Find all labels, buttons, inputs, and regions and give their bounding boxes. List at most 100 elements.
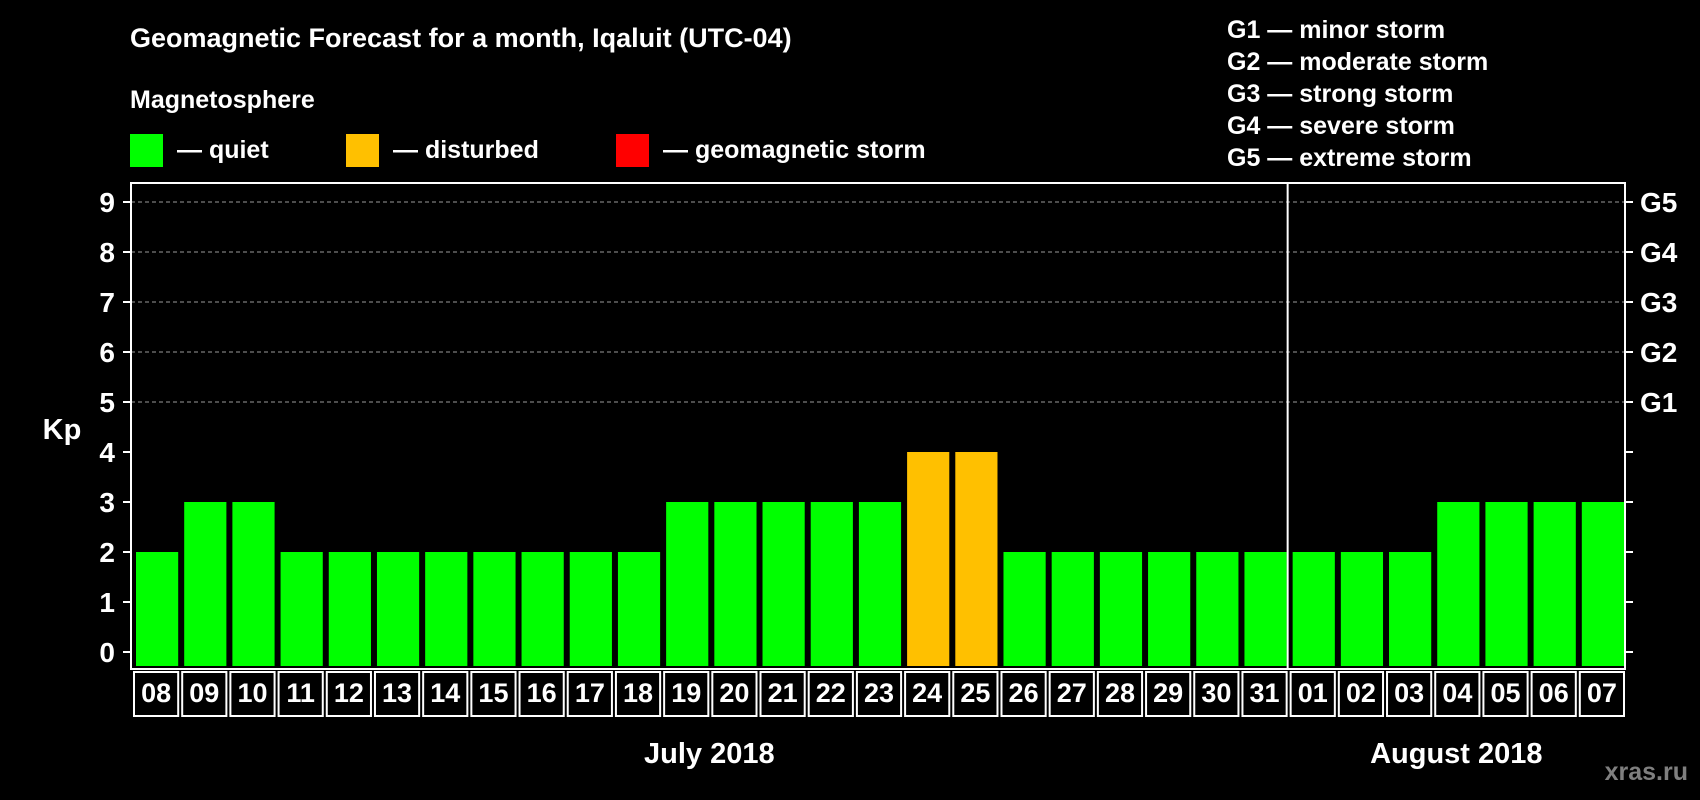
bar-20 <box>714 502 757 666</box>
date-box-28 <box>1096 671 1144 717</box>
bar-15 <box>473 552 516 666</box>
bar-30 <box>1196 552 1239 666</box>
bar-04 <box>1437 502 1480 666</box>
y-tick-label: 1 <box>99 587 115 618</box>
y-tick-label: 4 <box>99 437 115 468</box>
storm-scale-item-g5: G5 — extreme storm <box>1227 144 1472 172</box>
g-level-label-g5: G5 <box>1640 187 1677 218</box>
date-box-08 <box>133 671 180 717</box>
watermark: xras.ru <box>1605 758 1688 786</box>
legend: — quiet — disturbed — geomagnetic storm <box>130 134 926 167</box>
bar-17 <box>569 552 612 666</box>
date-label: 14 <box>430 678 460 708</box>
y-tick-label: 5 <box>99 387 115 418</box>
bar-12 <box>328 552 371 666</box>
date-box-04 <box>1434 671 1481 717</box>
storm-scale-item-g4: G4 — severe storm <box>1227 112 1455 140</box>
date-label: 12 <box>334 678 364 708</box>
date-box-18 <box>614 671 662 717</box>
legend-label-2: — geomagnetic storm <box>663 136 926 164</box>
bar-27 <box>1051 552 1094 666</box>
date-box-14 <box>422 671 469 717</box>
month-label: August 2018 <box>1370 738 1542 770</box>
bar-07 <box>1581 502 1624 666</box>
date-label: 06 <box>1539 678 1569 708</box>
date-box-27 <box>1048 671 1095 717</box>
date-box-30 <box>1193 671 1240 717</box>
date-label: 27 <box>1057 678 1087 708</box>
date-label: 21 <box>768 678 798 708</box>
date-box-16 <box>518 671 565 717</box>
date-label: 25 <box>960 678 990 708</box>
storm-scale-legend: G1 — minor storm G2 — moderate storm G3 — … <box>1227 16 1488 172</box>
y-tick-label: 0 <box>99 637 115 668</box>
bar-23 <box>858 502 902 666</box>
date-label: 05 <box>1490 678 1520 708</box>
g-level-label-g3: G3 <box>1640 287 1677 318</box>
bar-14 <box>425 552 468 666</box>
date-box-15 <box>470 671 517 717</box>
date-label: 24 <box>912 678 942 708</box>
month-label: July 2018 <box>644 738 775 770</box>
bar-06 <box>1533 502 1576 666</box>
date-box-24 <box>904 671 951 717</box>
date-label: 10 <box>237 678 267 708</box>
g-level-label-g2: G2 <box>1640 337 1677 368</box>
bar-31 <box>1244 552 1287 666</box>
date-box-07 <box>1578 671 1625 717</box>
y-tick-label: 7 <box>99 287 115 318</box>
date-label: 15 <box>478 678 508 708</box>
date-label: 28 <box>1105 678 1135 708</box>
bar-22 <box>810 502 853 666</box>
bar-24 <box>907 452 950 666</box>
date-box-26 <box>1000 671 1047 717</box>
date-box-22 <box>807 671 854 717</box>
bar-21 <box>762 502 805 666</box>
date-box-13 <box>373 671 421 717</box>
date-box-11 <box>277 671 324 717</box>
storm-scale-item-g1: G1 — minor storm <box>1227 16 1445 44</box>
date-label: 22 <box>816 678 846 708</box>
plot-frame <box>130 182 1626 670</box>
bar-11 <box>280 552 323 666</box>
date-label: 20 <box>719 678 749 708</box>
date-box-12 <box>325 671 372 717</box>
date-label: 08 <box>141 678 171 708</box>
y-tick-label: 9 <box>99 187 115 218</box>
date-box-31 <box>1241 671 1288 717</box>
date-label: 02 <box>1346 678 1376 708</box>
g-level-label-g4: G4 <box>1640 237 1678 268</box>
chart-title: Geomagnetic Forecast for a month, Iqalui… <box>130 23 792 53</box>
date-box-09 <box>181 671 228 717</box>
date-label: 07 <box>1587 678 1617 708</box>
storm-scale-item-g3: G3 — strong storm <box>1227 80 1453 108</box>
legend-swatch-1 <box>346 134 379 167</box>
date-box-02 <box>1337 671 1385 717</box>
y-tick-label: 6 <box>99 337 115 368</box>
legend-label-1: — disturbed <box>393 136 539 164</box>
date-box-05 <box>1482 671 1529 717</box>
date-label: 04 <box>1442 678 1472 708</box>
date-label: 01 <box>1298 678 1328 708</box>
bar-13 <box>376 552 420 666</box>
date-box-17 <box>566 671 613 717</box>
date-label: 09 <box>189 678 219 708</box>
legend-title: Magnetosphere <box>130 86 315 114</box>
date-label: 11 <box>286 678 315 708</box>
legend-label-0: — quiet <box>177 136 269 164</box>
bar-26 <box>1003 552 1046 666</box>
date-label: 17 <box>575 678 605 708</box>
date-box-06 <box>1530 671 1577 717</box>
storm-scale-item-g2: G2 — moderate storm <box>1227 48 1488 76</box>
date-label: 03 <box>1394 678 1424 708</box>
bar-18 <box>617 552 661 666</box>
date-label: 16 <box>527 678 557 708</box>
date-label: 18 <box>623 678 653 708</box>
date-box-20 <box>711 671 758 717</box>
g-level-label-g1: G1 <box>1640 387 1677 418</box>
date-box-25 <box>952 671 999 717</box>
bar-02 <box>1340 552 1384 666</box>
date-label: 29 <box>1153 678 1183 708</box>
